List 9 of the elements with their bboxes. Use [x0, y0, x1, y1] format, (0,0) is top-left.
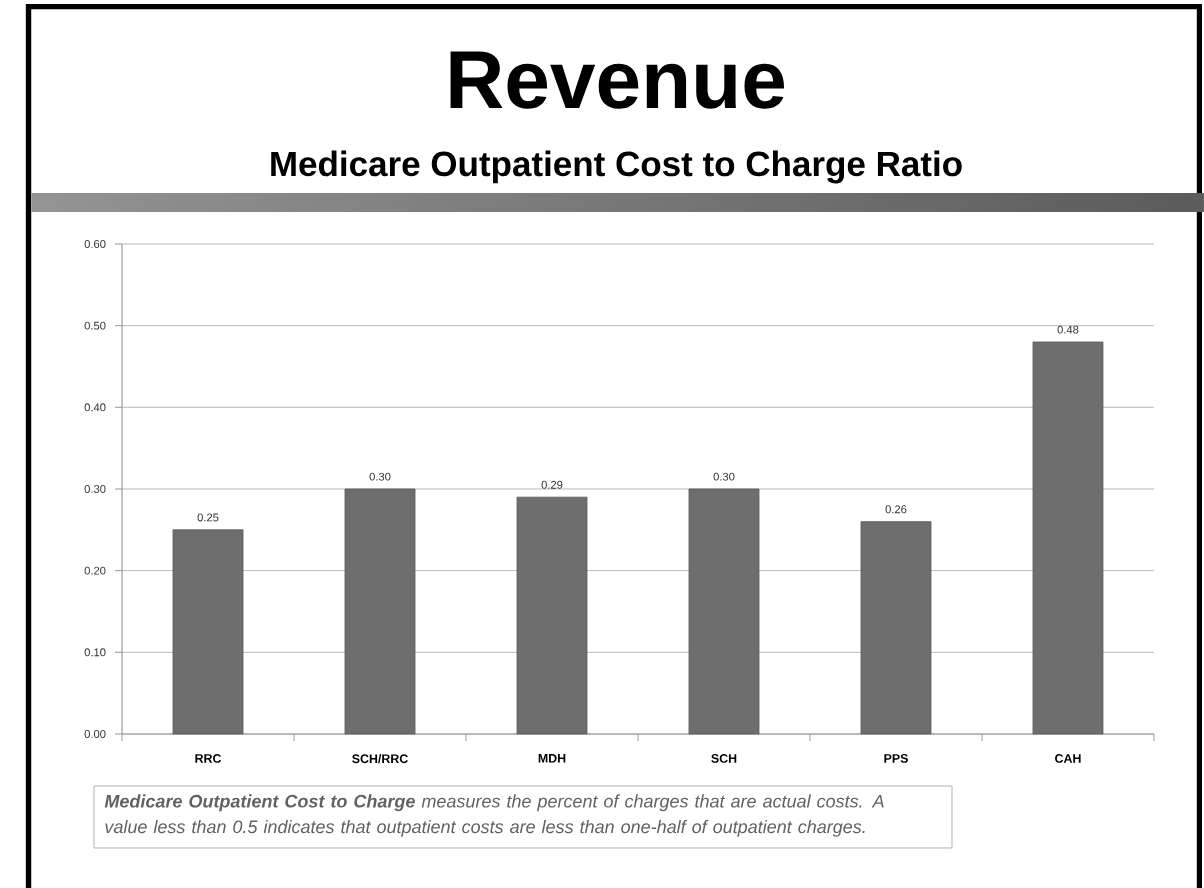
text: Medicare Outpatient Cost to Charge measures the percent of charges that are actual costs. A value less than 0.5 indicates that outpatient costs are less than one-half of outpatient charges.: [104, 794, 884, 837]
bar: [1032, 341, 1104, 735]
bar: [344, 488, 416, 735]
bar: [860, 521, 932, 735]
chart-title: Revenue: [450, 51, 785, 109]
bar: [688, 488, 760, 735]
bar: [172, 529, 244, 735]
chart-subtitle: Medicare Outpatient Cost to Charge Ratio: [271, 150, 962, 184]
bar: [516, 496, 588, 735]
